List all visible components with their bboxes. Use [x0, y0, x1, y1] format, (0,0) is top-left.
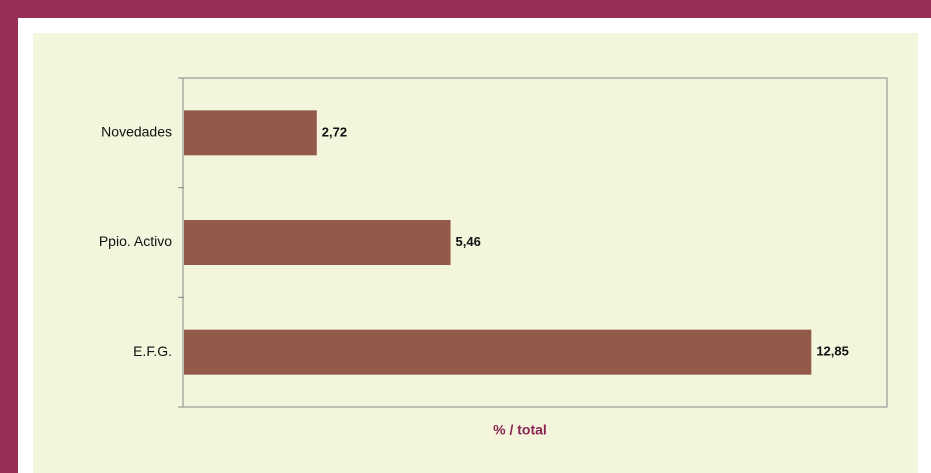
top-band	[0, 0, 931, 18]
y-tick-label: Ppio. Activo	[99, 233, 172, 249]
bar	[184, 220, 451, 265]
bar	[184, 329, 812, 375]
bar	[184, 110, 317, 156]
plot-frame	[182, 77, 888, 408]
panel	[33, 33, 918, 473]
data-label: 2,72	[322, 124, 347, 139]
y-tick-label: Novedades	[101, 124, 172, 140]
left-band	[0, 0, 18, 473]
y-tick-label: E.F.G.	[133, 343, 172, 359]
x-axis-label: % / total	[493, 422, 547, 438]
data-label: 5,46	[456, 234, 481, 249]
data-label: 12,85	[816, 344, 849, 359]
